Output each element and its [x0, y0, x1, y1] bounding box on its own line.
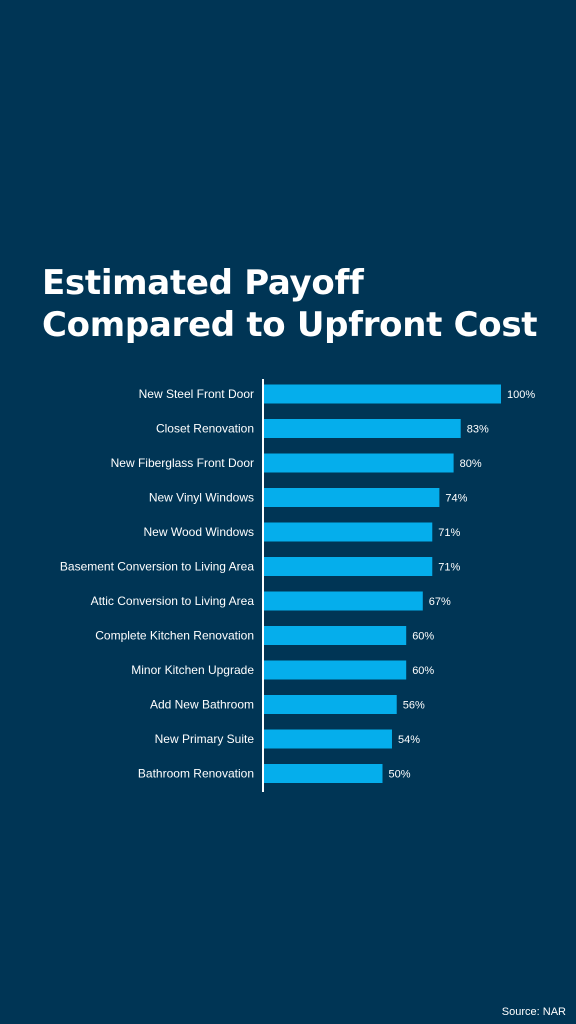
category-label: Attic Conversion to Living Area	[91, 594, 255, 608]
bar	[264, 419, 461, 438]
category-label: Complete Kitchen Renovation	[95, 629, 254, 643]
value-label: 56%	[403, 700, 425, 712]
bar	[264, 453, 454, 473]
chart-title-line-1: Estimated Payoff	[42, 263, 364, 303]
value-label: 83%	[467, 424, 489, 436]
source-note: Source: NAR	[501, 1006, 566, 1018]
category-label: New Fiberglass Front Door	[111, 456, 254, 470]
value-label: 74%	[445, 493, 467, 505]
value-label: 71%	[438, 527, 460, 539]
bar	[264, 729, 392, 749]
value-label: 60%	[412, 665, 434, 677]
category-label: Closet Renovation	[156, 422, 254, 436]
bar	[264, 626, 407, 645]
category-label: Bathroom Renovation	[138, 767, 254, 781]
category-label: New Steel Front Door	[139, 387, 254, 401]
bar	[264, 591, 423, 611]
category-label: Minor Kitchen Upgrade	[131, 663, 254, 677]
bar	[264, 384, 501, 404]
value-label: 50%	[389, 769, 411, 781]
category-label: New Vinyl Windows	[149, 491, 254, 505]
category-label: New Primary Suite	[155, 732, 255, 746]
category-label: Add New Bathroom	[150, 698, 254, 712]
value-label: 67%	[429, 596, 451, 608]
bar	[264, 764, 383, 783]
bar	[264, 660, 407, 680]
value-label: 100%	[507, 389, 535, 401]
chart-title: Estimated Payoff Compared to Upfront Cos…	[42, 262, 552, 346]
value-label: 60%	[412, 631, 434, 643]
chart-title-line-2: Compared to Upfront Cost	[42, 305, 538, 345]
value-label: 71%	[438, 562, 460, 574]
bar	[264, 522, 433, 542]
bar	[264, 695, 397, 714]
category-label: New Wood Windows	[144, 525, 254, 539]
value-label: 80%	[460, 458, 482, 470]
bar	[264, 557, 433, 576]
bar	[264, 488, 440, 507]
category-label: Basement Conversion to Living Area	[60, 560, 254, 574]
value-label: 54%	[398, 734, 420, 746]
